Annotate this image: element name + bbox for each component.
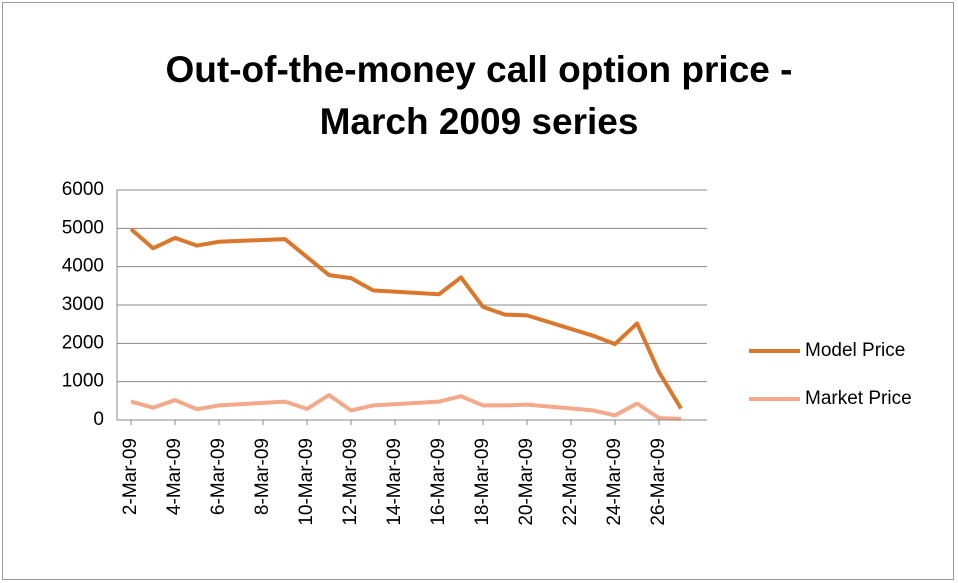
chart-title: Out-of-the-money call option price - Mar… [165, 49, 793, 142]
y-tick-label: 4000 [62, 256, 104, 277]
x-tick-label: 8-Mar-09 [252, 438, 273, 515]
x-tick-label: 10-Mar-09 [296, 438, 317, 526]
x-tick-label: 4-Mar-09 [164, 438, 185, 515]
legend-label: Market Price [805, 388, 912, 409]
x-tick-label: 12-Mar-09 [340, 438, 361, 526]
x-tick-label: 22-Mar-09 [560, 438, 581, 526]
x-tick-label: 16-Mar-09 [428, 438, 449, 526]
y-tick-label: 6000 [62, 179, 104, 200]
series-line [129, 227, 683, 410]
series-line [130, 393, 682, 421]
x-tick-label: 26-Mar-09 [648, 438, 669, 526]
y-tick-label: 0 [93, 409, 104, 430]
x-tick-label: 14-Mar-09 [384, 438, 405, 526]
legend-label: Model Price [805, 340, 905, 361]
x-tick-label: 20-Mar-09 [516, 438, 537, 526]
x-tick-label: 24-Mar-09 [604, 438, 625, 526]
x-tick-label: 18-Mar-09 [472, 438, 493, 526]
x-tick-label: 6-Mar-09 [208, 438, 229, 515]
y-tick-label: 3000 [62, 294, 104, 315]
y-tick-label: 1000 [62, 371, 104, 392]
x-tick-label: 2-Mar-09 [120, 438, 141, 515]
y-tick-label: 2000 [62, 332, 104, 353]
y-tick-label: 5000 [62, 217, 104, 238]
